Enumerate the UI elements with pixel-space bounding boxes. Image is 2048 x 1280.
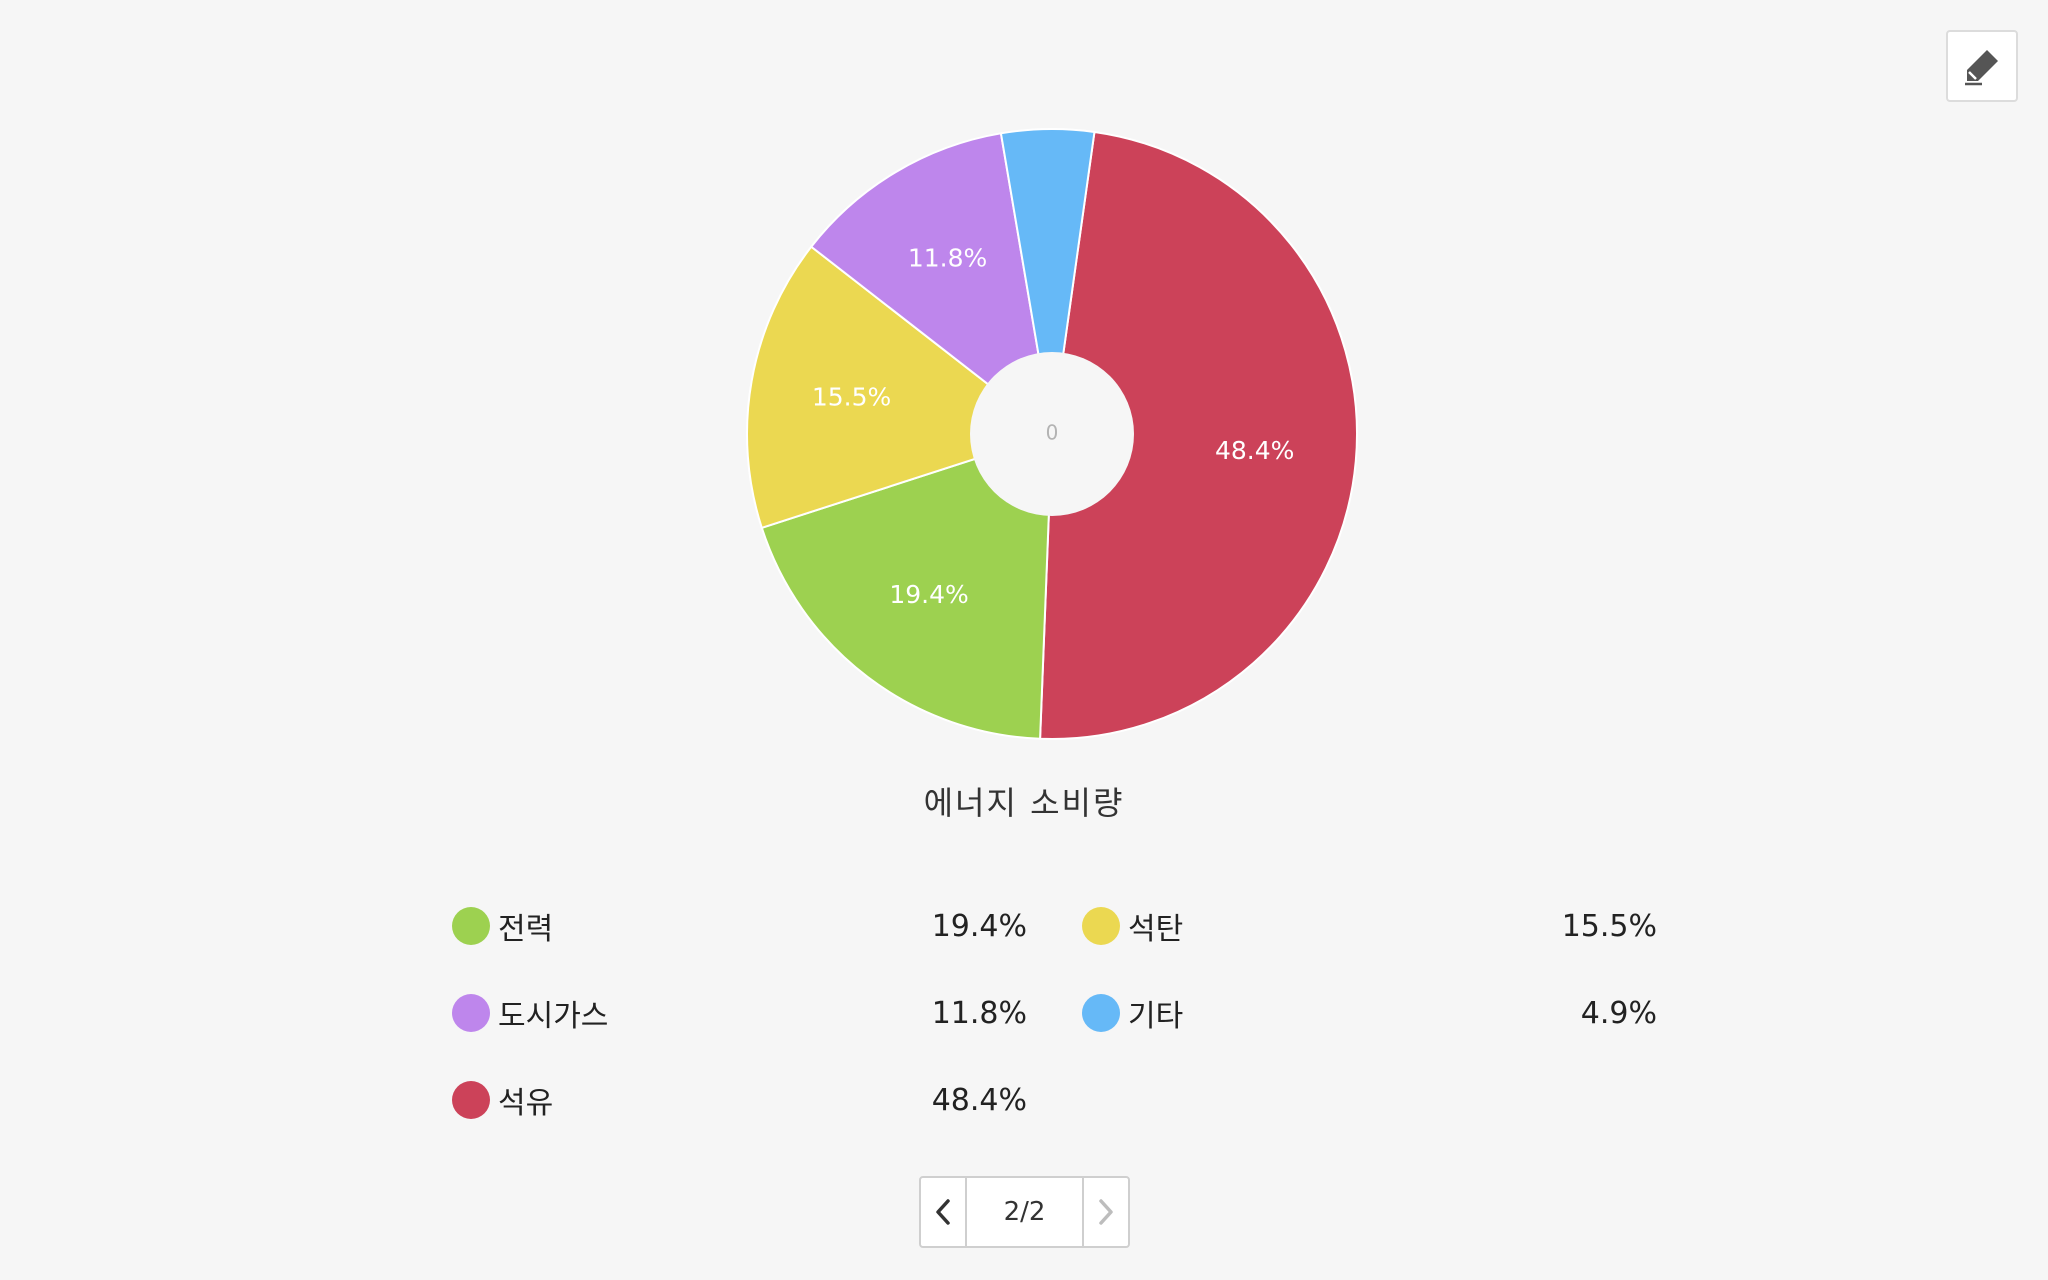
pie-slice (999, 128, 1096, 435)
slice-label: 19.4% (889, 580, 968, 609)
donut-hole (970, 352, 1134, 516)
previous-page-button[interactable] (921, 1178, 967, 1246)
edit-button[interactable] (1946, 30, 2018, 102)
legend-dot (452, 1081, 490, 1119)
legend-item-city-gas: 도시가스 11.8% (452, 985, 1027, 1041)
legend-item-other: 기타 4.9% (1082, 985, 1657, 1041)
legend-value: 11.8% (931, 995, 1027, 1031)
legend-item-electricity: 전력 19.4% (452, 898, 1027, 954)
legend-dot (1082, 994, 1120, 1032)
legend-name: 도시가스 (498, 999, 609, 1034)
legend-item-oil: 석유 48.4% (452, 1072, 1027, 1128)
page-indicator: 2/2 (1003, 1197, 1046, 1227)
legend-value: 19.4% (931, 908, 1027, 944)
legend-value: 48.4% (931, 1082, 1027, 1118)
pagination: 2/2 (919, 1176, 1130, 1248)
legend-name: 기타 (1128, 999, 1184, 1034)
legend-dot (1082, 907, 1120, 945)
pie-chart: 48.4% 19.4% 15.5% 11.8% 0 (746, 128, 1359, 740)
pencil-icon (1965, 50, 1998, 86)
chevron-right-icon (1099, 1199, 1113, 1225)
slice-label: 15.5% (812, 383, 891, 412)
legend-value: 4.9% (1580, 995, 1657, 1031)
slice-label: 11.8% (908, 243, 987, 272)
legend-name: 석탄 (1128, 912, 1184, 947)
legend-value: 15.5% (1561, 908, 1657, 944)
legend-dot (452, 994, 490, 1032)
legend-dot (452, 907, 490, 945)
pie-slice (1039, 130, 1359, 740)
legend-name: 석유 (498, 1086, 554, 1121)
legend: 전력 19.4% 석탄 15.5% 도시가스 11.8% 기타 4.9% 석유 … (452, 898, 1657, 1159)
slice-label: 48.4% (1215, 436, 1294, 465)
chart-title: 에너지 소비량 (923, 784, 1125, 822)
next-page-button[interactable] (1082, 1178, 1128, 1246)
center-label: 0 (1046, 421, 1059, 445)
legend-name: 전력 (498, 912, 554, 947)
legend-item-coal: 석탄 15.5% (1082, 898, 1657, 954)
pie-slice (760, 432, 1054, 740)
chevron-left-icon (936, 1199, 950, 1225)
pie-slice (809, 132, 1054, 437)
